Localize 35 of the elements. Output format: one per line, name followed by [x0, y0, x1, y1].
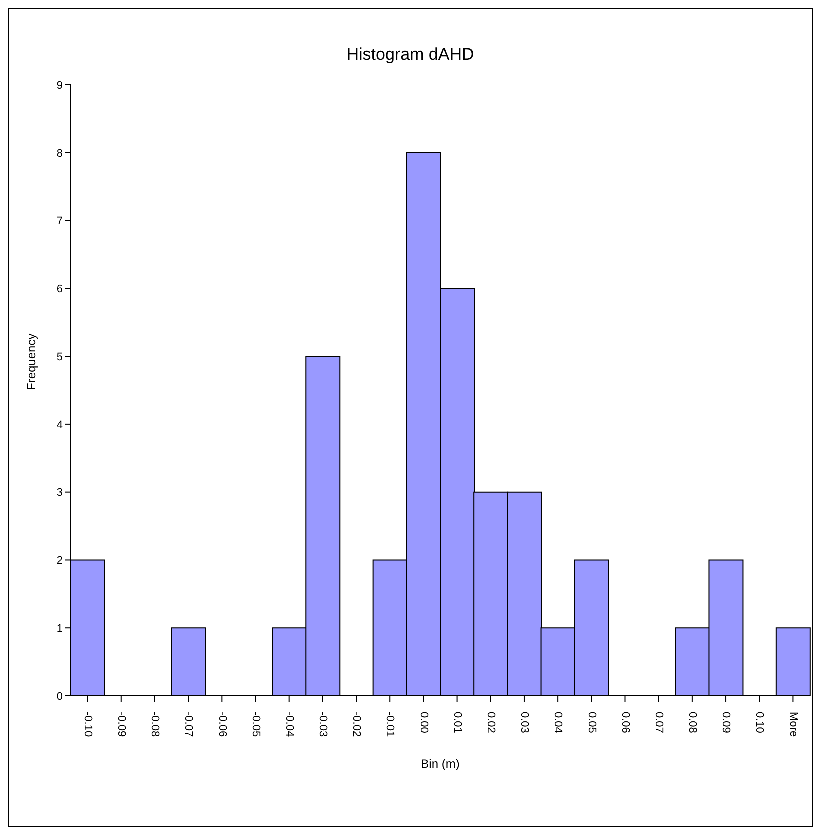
x-tick-label: -0.10 — [82, 712, 94, 738]
y-tick-label: 4 — [56, 419, 63, 432]
x-tick-label: More — [787, 712, 800, 738]
x-tick-label: 0.04 — [552, 712, 564, 734]
x-tick-label: -0.07 — [182, 712, 195, 738]
y-tick-label: 0 — [56, 690, 63, 703]
x-tick-label: -0.09 — [115, 712, 128, 738]
y-tick-label: 7 — [56, 216, 63, 228]
y-tick-label: 2 — [56, 555, 63, 568]
x-tick-label: 0.07 — [652, 712, 665, 734]
y-tick-label: 3 — [56, 487, 63, 500]
x-tick-label: -0.02 — [350, 712, 363, 738]
y-tick-label: 6 — [56, 284, 63, 296]
y-axis-title: Frequency — [24, 334, 38, 390]
x-tick-label: -0.05 — [250, 712, 262, 738]
x-tick-label: 0.08 — [686, 712, 699, 734]
y-tick-label: 1 — [56, 623, 63, 636]
x-tick-label: 0.05 — [586, 712, 598, 734]
y-tick-label: 8 — [56, 148, 63, 160]
y-tick-label: 9 — [56, 80, 63, 92]
x-tick-label: 0.10 — [754, 712, 766, 734]
x-tick-label: 0.00 — [418, 712, 430, 734]
x-tick-label: -0.01 — [384, 712, 396, 738]
x-tick-label: -0.03 — [317, 712, 330, 738]
y-tick-label: 5 — [56, 351, 63, 364]
x-tick-label: 0.02 — [484, 712, 497, 734]
x-tick-label: -0.08 — [149, 712, 162, 738]
x-axis-title: Bin (m) — [421, 757, 460, 771]
x-tick-label: -0.04 — [283, 712, 296, 738]
chart-title: Histogram dAHD — [346, 45, 476, 65]
x-tick-label: 0.06 — [619, 712, 632, 734]
x-tick-label: -0.06 — [216, 712, 228, 738]
x-tick-label: 0.01 — [451, 712, 464, 734]
x-tick-label: 0.03 — [518, 712, 531, 734]
x-tick-label: 0.09 — [720, 712, 732, 734]
